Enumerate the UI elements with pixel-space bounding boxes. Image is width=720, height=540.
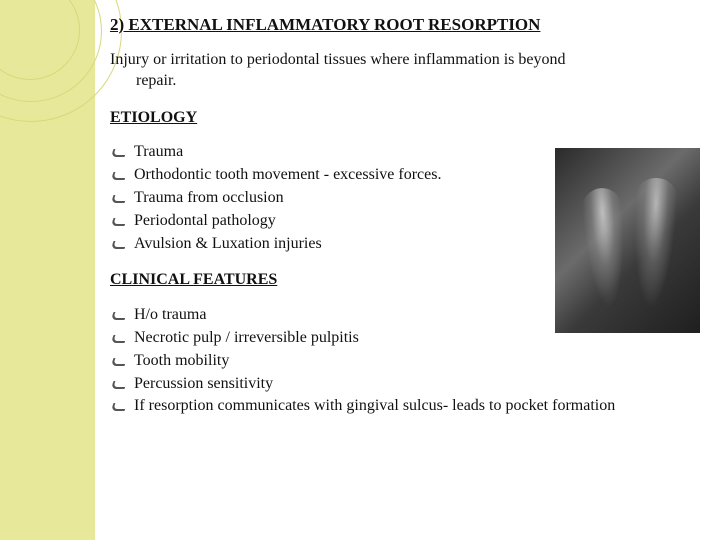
- list-item: Tooth mobility: [110, 351, 700, 372]
- intro-line1: Injury or irritation to periodontal tiss…: [110, 51, 565, 68]
- list-item: If resorption communicates with gingival…: [110, 396, 700, 417]
- etiology-heading: ETIOLOGY: [110, 108, 700, 129]
- radiograph-image: [555, 148, 700, 333]
- slide-title: 2) EXTERNAL INFLAMMATORY ROOT RESORPTION: [110, 14, 700, 36]
- intro-line2: repair.: [110, 71, 700, 92]
- list-item: Percussion sensitivity: [110, 374, 700, 395]
- intro-paragraph: Injury or irritation to periodontal tiss…: [110, 50, 700, 92]
